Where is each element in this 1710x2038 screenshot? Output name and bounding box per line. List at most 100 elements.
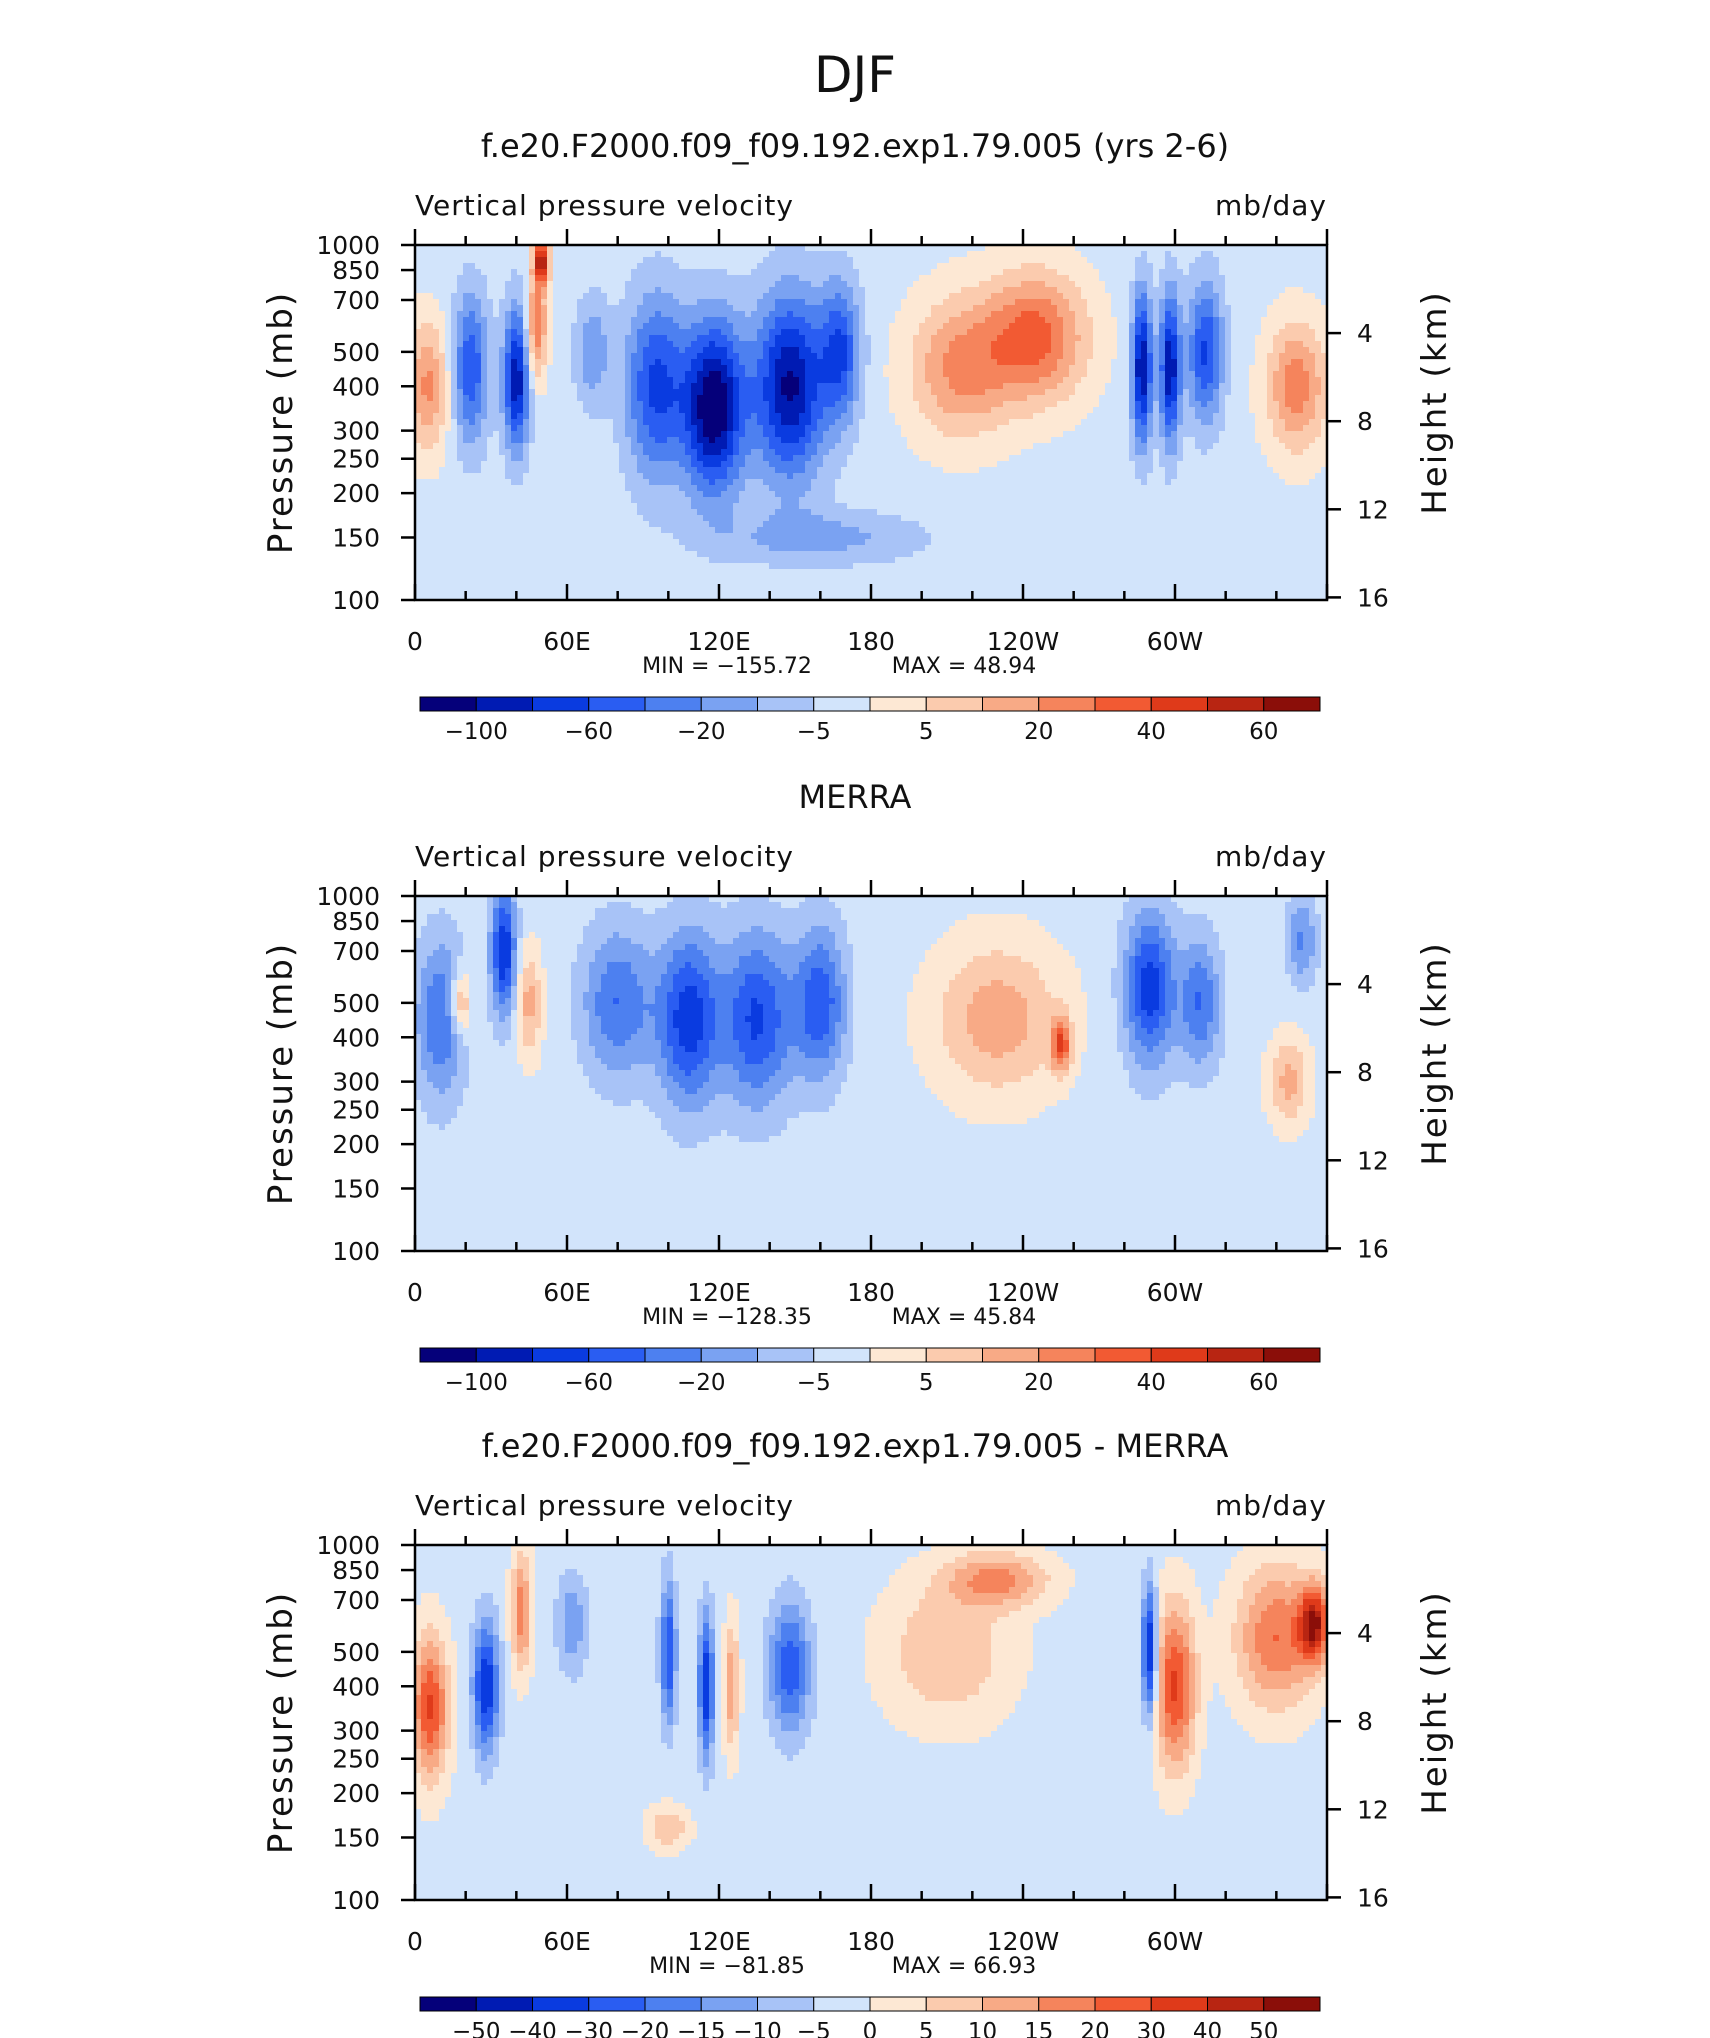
field-cell — [757, 509, 764, 516]
field-cell — [847, 539, 854, 546]
field-cell — [451, 473, 458, 480]
field-cell — [895, 251, 902, 258]
field-cell — [739, 539, 746, 546]
field-cell — [511, 335, 518, 342]
field-cell — [655, 281, 662, 288]
field-cell — [727, 437, 734, 444]
field-cell — [865, 581, 872, 588]
field-cell — [523, 527, 530, 534]
field-cell — [517, 515, 524, 522]
field-cell — [511, 515, 518, 522]
field-cell — [433, 245, 440, 252]
field-cell — [673, 575, 680, 582]
field-cell — [829, 317, 836, 324]
field-cell — [793, 395, 800, 402]
field-cell — [649, 263, 656, 270]
field-cell — [625, 587, 632, 594]
field-cell — [607, 533, 614, 540]
field-cell — [505, 437, 512, 444]
field-cell — [859, 491, 866, 498]
field-cell — [487, 473, 494, 480]
field-cell — [703, 377, 710, 384]
field-cell — [553, 437, 560, 444]
field-cell — [583, 575, 590, 582]
field-cell — [535, 329, 542, 336]
field-cell — [823, 509, 830, 516]
field-cell — [751, 509, 758, 516]
field-cell — [487, 347, 494, 354]
field-cell — [685, 431, 692, 438]
field-cell — [649, 581, 656, 588]
field-cell — [523, 371, 530, 378]
field-cell — [727, 347, 734, 354]
field-cell — [847, 311, 854, 318]
field-cell — [799, 329, 806, 336]
field-cell — [673, 335, 680, 342]
field-cell — [553, 443, 560, 450]
field-cell — [577, 341, 584, 348]
field-cell — [499, 419, 506, 426]
field-cell — [739, 245, 746, 252]
field-cell — [601, 371, 608, 378]
field-cell — [661, 245, 668, 252]
field-cell — [427, 575, 434, 582]
field-cell — [721, 293, 728, 300]
field-cell — [763, 479, 770, 486]
field-cell — [427, 263, 434, 270]
field-cell — [541, 515, 548, 522]
field-cell — [757, 455, 764, 462]
field-cell — [895, 455, 902, 462]
field-cell — [781, 407, 788, 414]
field-cell — [571, 263, 578, 270]
field-cell — [583, 389, 590, 396]
field-cell — [877, 299, 884, 306]
field-cell — [427, 341, 434, 348]
field-cell — [811, 317, 818, 324]
field-cell — [751, 377, 758, 384]
field-cell — [487, 383, 494, 390]
field-cell — [889, 449, 896, 456]
field-cell — [739, 377, 746, 384]
field-cell — [871, 503, 878, 510]
field-cell — [595, 395, 602, 402]
field-cell — [841, 575, 848, 582]
field-cell — [895, 563, 902, 570]
field-cell — [433, 317, 440, 324]
field-cell — [673, 569, 680, 576]
field-cell — [649, 281, 656, 288]
field-cell — [853, 401, 860, 408]
field-cell — [499, 425, 506, 432]
field-cell — [679, 503, 686, 510]
field-cell — [883, 467, 890, 474]
field-cell — [733, 437, 740, 444]
field-cell — [559, 497, 566, 504]
field-cell — [451, 251, 458, 258]
field-cell — [877, 521, 884, 528]
field-cell — [475, 407, 482, 414]
field-cell — [445, 311, 452, 318]
field-cell — [691, 467, 698, 474]
field-cell — [895, 533, 902, 540]
field-cell — [895, 299, 902, 306]
field-cell — [475, 293, 482, 300]
field-cell — [787, 347, 794, 354]
field-cell — [505, 461, 512, 468]
field-cell — [469, 509, 476, 516]
field-cell — [583, 275, 590, 282]
field-cell — [655, 299, 662, 306]
field-cell — [691, 455, 698, 462]
field-cell — [799, 251, 806, 258]
field-cell — [679, 335, 686, 342]
field-cell — [535, 503, 542, 510]
field-cell — [541, 323, 548, 330]
field-cell — [433, 419, 440, 426]
field-cell — [583, 479, 590, 486]
field-cell — [415, 587, 422, 594]
field-cell — [877, 533, 884, 540]
field-cell — [715, 509, 722, 516]
field-cell — [607, 509, 614, 516]
field-cell — [787, 269, 794, 276]
field-cell — [865, 347, 872, 354]
field-cell — [427, 395, 434, 402]
field-cell — [601, 587, 608, 594]
